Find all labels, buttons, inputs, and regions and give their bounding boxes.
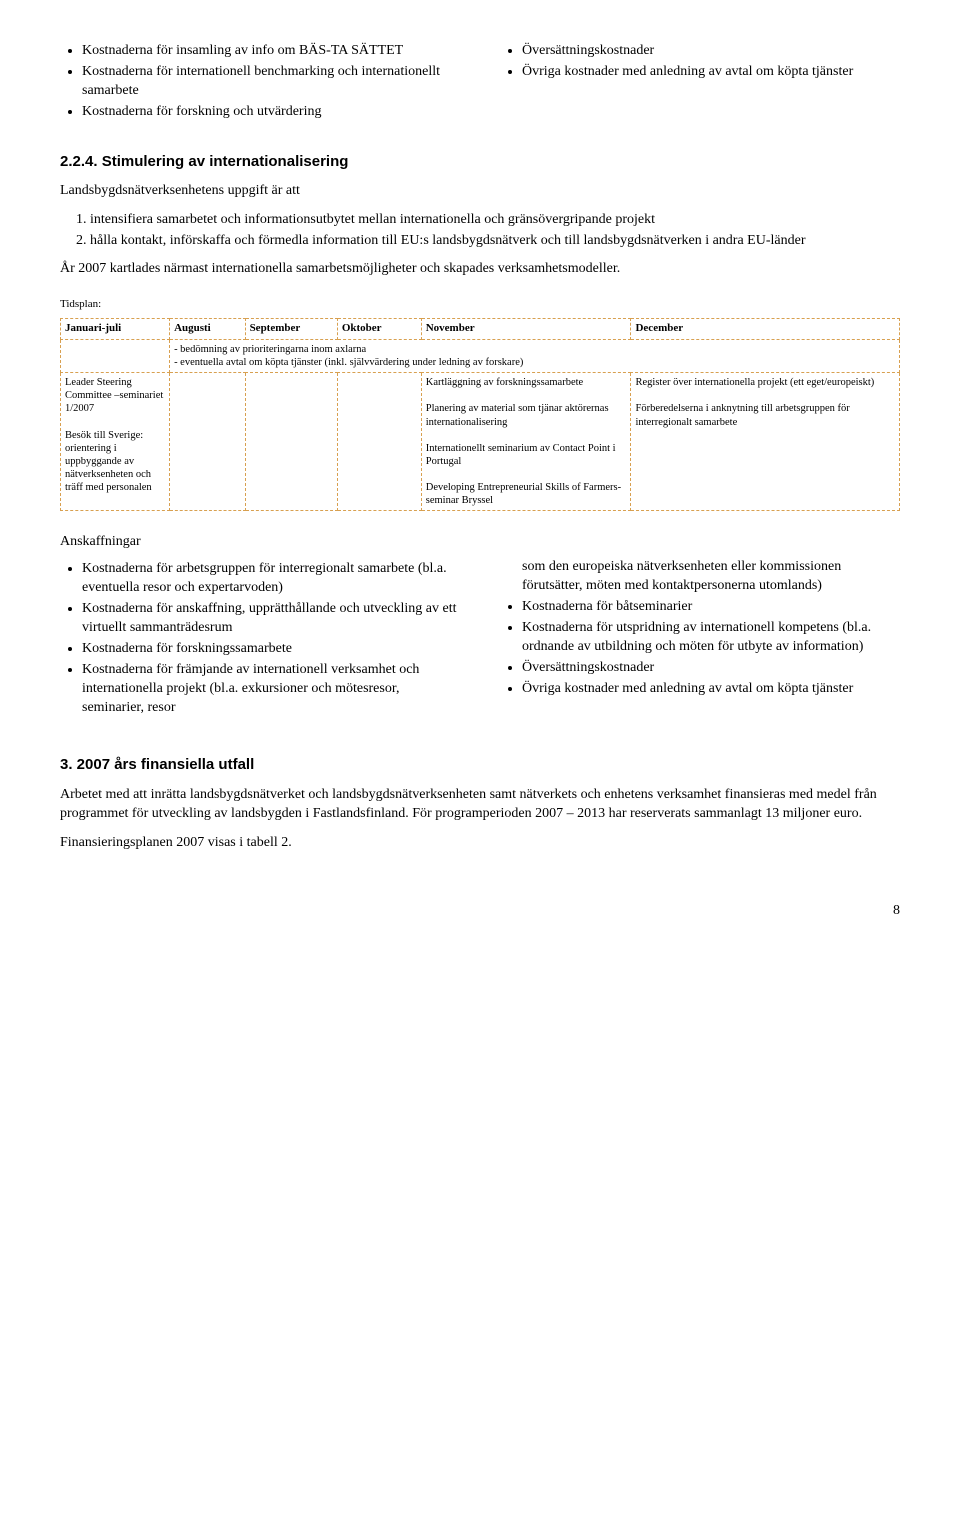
list-item: hålla kontakt, införskaffa och förmedla … — [90, 232, 900, 251]
section-3-title: 3. 2007 års finansiella utfall — [60, 755, 900, 775]
top-left-col: Kostnaderna för insamling av info om BÄS… — [60, 40, 460, 124]
list-item: intensifiera samarbetet och informations… — [90, 211, 900, 230]
section-3-p2: Finansieringsplanen 2007 visas i tabell … — [60, 834, 900, 853]
list-item: Kostnaderna för forskningssamarbete — [82, 640, 460, 659]
table-row: - bedömning av prioriteringarna inom axl… — [61, 339, 900, 372]
list-item: Kostnaderna för arbetsgruppen för interr… — [82, 560, 460, 598]
section-3-p1: Arbetet med att inrätta landsbygdsnätver… — [60, 786, 900, 824]
list-item: Övriga kostnader med anledning av avtal … — [522, 63, 900, 82]
cell-empty — [61, 339, 170, 372]
section-224-list: intensifiera samarbetet och informations… — [60, 211, 900, 251]
list-item: Övriga kostnader med anledning av avtal … — [522, 680, 900, 699]
ansk-left-col: Kostnaderna för arbetsgruppen för interr… — [60, 558, 460, 719]
cell-dec: Register över internationella projekt (e… — [631, 373, 900, 511]
th-okt: Oktober — [337, 319, 421, 340]
table-row: Januari-juli Augusti September Oktober N… — [61, 319, 900, 340]
anskaffningar-columns: Kostnaderna för arbetsgruppen för interr… — [60, 558, 900, 719]
tidsplan-table: Januari-juli Augusti September Oktober N… — [60, 318, 900, 511]
section-224-para: År 2007 kartlades närmast internationell… — [60, 260, 900, 279]
list-item: Kostnaderna för forskning och utvärderin… — [82, 103, 460, 122]
ansk-right-list: Kostnaderna för båtseminarier Kostnadern… — [500, 598, 900, 698]
list-item: Översättningskostnader — [522, 659, 900, 678]
th-sep: September — [245, 319, 337, 340]
list-item: Kostnaderna för båtseminarier — [522, 598, 900, 617]
ansk-right-continuation: som den europeiska nätverksenheten eller… — [522, 558, 900, 596]
ansk-right-col: som den europeiska nätverksenheten eller… — [500, 558, 900, 719]
list-item: Kostnaderna för främjande av internation… — [82, 661, 460, 718]
th-nov: November — [421, 319, 631, 340]
cell-merged-notes: - bedömning av prioriteringarna inom axl… — [170, 339, 900, 372]
list-item: Kostnaderna för utspridning av internati… — [522, 619, 900, 657]
cell-nov: Kartläggning av forskningssamarbete Plan… — [421, 373, 631, 511]
top-left-list: Kostnaderna för insamling av info om BÄS… — [60, 42, 460, 122]
anskaffningar-title: Anskaffningar — [60, 533, 900, 552]
page-number: 8 — [60, 902, 900, 921]
th-jan: Januari-juli — [61, 319, 170, 340]
section-224-title: 2.2.4. Stimulering av internationaliseri… — [60, 152, 900, 172]
cell-sep — [245, 373, 337, 511]
list-item: Kostnaderna för insamling av info om BÄS… — [82, 42, 460, 61]
tidsplan-label: Tidsplan: — [60, 297, 900, 312]
cell-jan: Leader Steering Committee –seminariet 1/… — [61, 373, 170, 511]
cell-okt — [337, 373, 421, 511]
section-224-intro: Landsbygdsnätverksenhetens uppgift är at… — [60, 182, 900, 201]
cell-aug — [170, 373, 246, 511]
top-right-list: Översättningskostnader Övriga kostnader … — [500, 42, 900, 82]
list-item: Översättningskostnader — [522, 42, 900, 61]
th-dec: December — [631, 319, 900, 340]
top-cost-columns: Kostnaderna för insamling av info om BÄS… — [60, 40, 900, 124]
list-item: Kostnaderna för anskaffning, upprätthåll… — [82, 600, 460, 638]
th-aug: Augusti — [170, 319, 246, 340]
list-item: Kostnaderna för internationell benchmark… — [82, 63, 460, 101]
top-right-col: Översättningskostnader Övriga kostnader … — [500, 40, 900, 124]
ansk-left-list: Kostnaderna för arbetsgruppen för interr… — [60, 560, 460, 717]
table-row: Leader Steering Committee –seminariet 1/… — [61, 373, 900, 511]
